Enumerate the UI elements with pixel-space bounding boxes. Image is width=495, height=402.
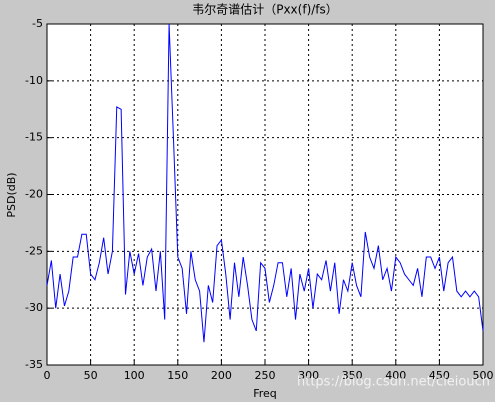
data-line <box>46 23 484 343</box>
chart-title: 韦尔奇谱估计（Pxx(f)/fs） <box>192 2 338 17</box>
x-tick-label: 200 <box>211 369 232 382</box>
x-tick-label: 0 <box>44 369 51 382</box>
x-tick-label: 100 <box>124 369 145 382</box>
y-tick-label: -25 <box>25 244 43 257</box>
x-tick-label: 450 <box>429 369 450 382</box>
y-tick-label: -15 <box>25 131 43 144</box>
x-tick-label: 350 <box>342 369 363 382</box>
y-tick-label: -10 <box>25 74 43 87</box>
axes-box <box>46 23 484 366</box>
y-tick-label: -30 <box>25 301 43 314</box>
x-axis-label: Freq <box>253 387 277 400</box>
y-tick-label: -5 <box>32 17 43 30</box>
x-tick-label: 150 <box>167 369 188 382</box>
x-tick-label: 400 <box>385 369 406 382</box>
watermark: https://blog.csdn.net/cleiouch <box>297 375 490 390</box>
y-tick-label: -20 <box>25 188 43 201</box>
x-tick-label: 50 <box>84 369 98 382</box>
x-tick-label: 300 <box>298 369 319 382</box>
y-axis-label: PSD(dB) <box>5 172 18 217</box>
x-tick-label: 250 <box>255 369 276 382</box>
x-tick-label: 500 <box>473 369 494 382</box>
y-tick-label: -35 <box>25 358 43 371</box>
